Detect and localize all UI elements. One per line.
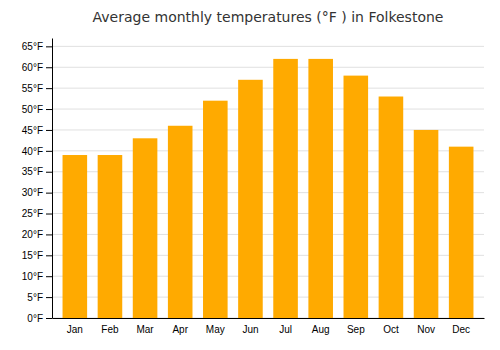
y-tick-label: 10°F <box>22 271 43 282</box>
y-tick: 5°F <box>27 292 52 303</box>
x-tick: Oct <box>383 324 399 335</box>
y-tick-label: 40°F <box>22 146 43 157</box>
title: Average monthly temperatures (°F ) in Fo… <box>93 9 444 25</box>
y-tick-label: 15°F <box>22 250 43 261</box>
y-tick-label: 60°F <box>22 62 43 73</box>
y-tick-mark <box>46 297 52 298</box>
x-tick: Sep <box>347 324 365 335</box>
y-axis: 0°F 5°F 10°F 15°F 20°F 25°F 30°F 35°F 40°F 45°F 50… <box>22 39 53 324</box>
y-tick-mark <box>46 255 52 256</box>
grid-line <box>52 109 484 110</box>
y-tick-mark <box>46 276 52 277</box>
x-tick: Aug <box>312 324 330 335</box>
y-tick: 45°F <box>22 125 52 136</box>
bar <box>273 59 298 318</box>
chart: Jan Feb Mar Apr May Jun Jul Aug Sep Oct Nov Dec 0°F 5… <box>0 0 500 350</box>
grid-line <box>52 67 484 68</box>
bar <box>449 147 474 318</box>
y-tick-mark <box>46 88 52 89</box>
x-tick: Feb <box>101 324 119 335</box>
y-tick: 10°F <box>22 271 52 282</box>
x-tick: Apr <box>172 324 188 335</box>
y-tick-mark <box>46 67 52 68</box>
y-tick-label: 25°F <box>22 208 43 219</box>
x-tick-label: May <box>206 324 225 335</box>
bar <box>168 126 193 318</box>
y-tick: 35°F <box>22 166 52 177</box>
y-axis-line <box>52 39 53 319</box>
x-tick: Nov <box>417 324 435 335</box>
x-tick: Jan <box>67 324 83 335</box>
y-tick-label: 5°F <box>27 292 43 303</box>
y-tick: 60°F <box>22 62 52 73</box>
y-tick-label: 35°F <box>22 166 43 177</box>
bar <box>308 59 333 318</box>
x-tick: Jun <box>242 324 258 335</box>
x-tick-label: Oct <box>383 324 399 335</box>
grid-line <box>52 88 484 89</box>
y-tick-label: 45°F <box>22 125 43 136</box>
x-tick: May <box>206 324 225 335</box>
x-tick-label: Nov <box>417 324 435 335</box>
x-tick-label: Mar <box>136 324 154 335</box>
y-tick: 15°F <box>22 250 52 261</box>
bar <box>98 155 123 318</box>
bar <box>63 155 88 318</box>
y-tick: 25°F <box>22 208 52 219</box>
x-tick-label: Jun <box>242 324 258 335</box>
x-tick-label: Feb <box>101 324 119 335</box>
x-tick-label: Dec <box>452 324 470 335</box>
y-tick-mark <box>46 109 52 110</box>
x-tick: Mar <box>136 324 154 335</box>
x-tick: Dec <box>452 324 470 335</box>
bar <box>203 101 228 318</box>
y-tick-mark <box>46 151 52 152</box>
x-tick-label: Jul <box>279 324 292 335</box>
bar <box>238 80 263 318</box>
y-tick: 55°F <box>22 83 52 94</box>
y-tick: 20°F <box>22 229 52 240</box>
y-tick-label: 55°F <box>22 83 43 94</box>
x-tick-label: Apr <box>172 324 188 335</box>
bar <box>133 138 158 318</box>
y-tick-mark <box>46 234 52 235</box>
x-tick: Jul <box>279 324 292 335</box>
x-tick-label: Aug <box>312 324 330 335</box>
y-tick-label: 50°F <box>22 104 43 115</box>
y-tick-label: 30°F <box>22 187 43 198</box>
y-tick: 65°F <box>22 41 52 52</box>
y-tick-mark <box>46 130 52 131</box>
y-tick-mark <box>46 46 52 47</box>
bar <box>344 76 369 318</box>
x-tick-label: Jan <box>67 324 83 335</box>
bar <box>379 97 404 318</box>
y-tick-label: 65°F <box>22 41 43 52</box>
bars <box>63 59 474 318</box>
y-tick-mark <box>46 172 52 173</box>
y-tick-mark <box>46 193 52 194</box>
bar <box>414 130 439 318</box>
x-tick-label: Sep <box>347 324 365 335</box>
y-tick-label: 20°F <box>22 229 43 240</box>
grid <box>52 46 484 318</box>
y-tick: 40°F <box>22 146 52 157</box>
y-tick-mark <box>46 318 52 319</box>
y-tick-mark <box>46 214 52 215</box>
y-tick: 50°F <box>22 104 52 115</box>
grid-line <box>52 46 484 47</box>
x-axis: Jan Feb Mar Apr May Jun Jul Aug Sep Oct Nov Dec <box>53 319 485 336</box>
y-tick-label: 0°F <box>27 313 43 324</box>
y-tick: 30°F <box>22 187 52 198</box>
plot: Jan Feb Mar Apr May Jun Jul Aug Sep Oct Nov Dec 0°F 5… <box>22 39 485 336</box>
y-tick: 0°F <box>27 313 52 324</box>
x-axis-line <box>53 318 485 319</box>
